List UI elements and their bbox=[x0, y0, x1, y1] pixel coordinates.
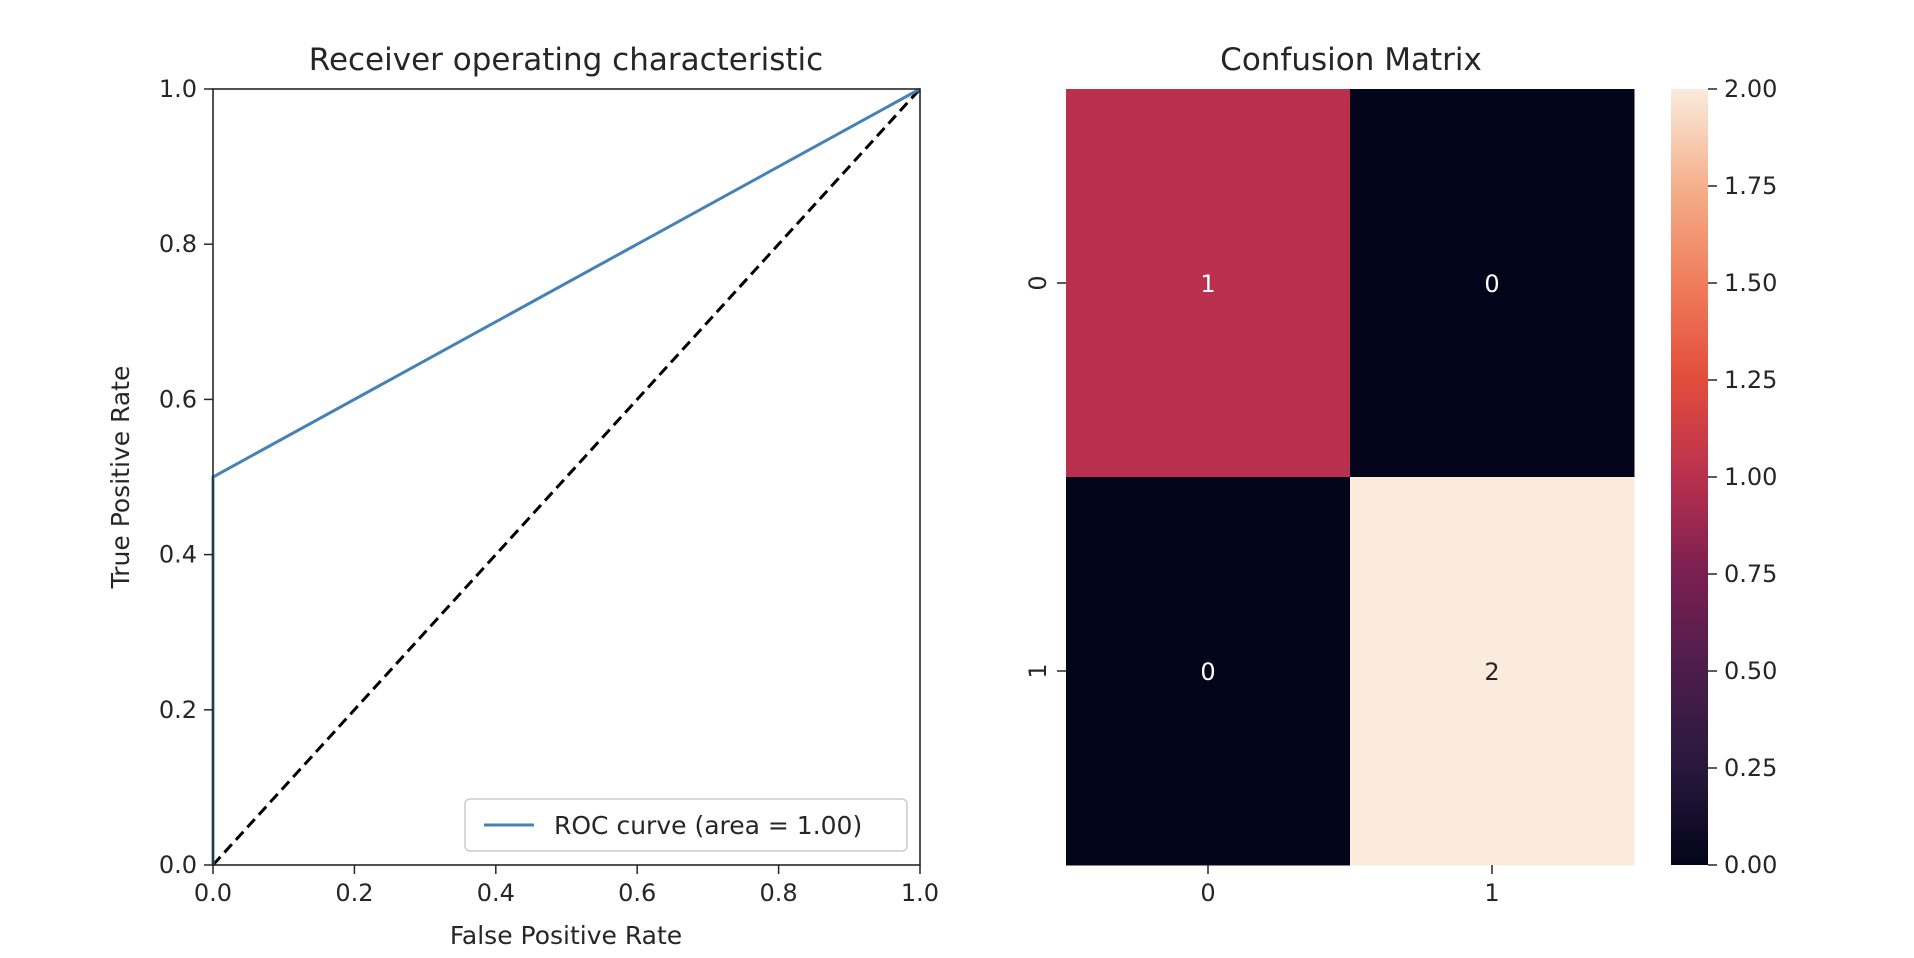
matrix-cell bbox=[1066, 89, 1351, 478]
colorbar-tick-label: 1.50 bbox=[1724, 269, 1777, 297]
x-tick-label: 1 bbox=[1484, 879, 1499, 907]
matrix-cell bbox=[1350, 89, 1635, 478]
x-tick-label: 0 bbox=[1200, 879, 1215, 907]
roc-x-ticks: 0.0 0.2 0.4 0.6 0.8 1.0 bbox=[194, 865, 939, 907]
colorbar-tick-label: 1.00 bbox=[1724, 463, 1777, 491]
y-tick-label: 0.6 bbox=[159, 385, 197, 413]
y-tick-label: 0.4 bbox=[159, 541, 197, 569]
confusion-matrix-title: Confusion Matrix bbox=[1220, 42, 1482, 78]
colorbar-tick-label: 1.75 bbox=[1724, 172, 1777, 200]
roc-frame bbox=[212, 88, 921, 866]
x-tick-label: 0.8 bbox=[760, 879, 798, 907]
y-tick-label: 0.2 bbox=[159, 696, 197, 724]
colorbar-tick-label: 0.75 bbox=[1724, 560, 1777, 588]
x-tick-label: 0.6 bbox=[618, 879, 656, 907]
colorbar: 0.00 0.25 0.50 0.75 1.00 1.25 1.50 1.75 2.00 bbox=[1671, 75, 1777, 879]
colorbar-gradient bbox=[1671, 89, 1708, 865]
y-tick-label: 0.0 bbox=[159, 851, 197, 879]
matrix-cell bbox=[1350, 477, 1635, 866]
confusion-matrix-ticks: 0 1 0 1 bbox=[1024, 275, 1500, 907]
confusion-matrix-chart: Confusion Matrix 1 00 2 0 101 0.000.250.500… bbox=[1024, 42, 1777, 907]
colorbar-ticks: 0.00 0.25 0.50 0.75 1.00 1.25 1.50 1.75 2.00 bbox=[1708, 75, 1777, 879]
colorbar-tick-label: 0.25 bbox=[1724, 754, 1777, 782]
confusion-matrix-cells: 1 0 0 2 bbox=[1066, 89, 1635, 866]
y-tick-label: 1 bbox=[1024, 663, 1052, 678]
y-tick-label: 1.0 bbox=[159, 75, 197, 103]
roc-legend: ROC curve (area = 1.00) bbox=[464, 798, 908, 852]
roc-x-axis-label: False Positive Rate bbox=[450, 921, 682, 950]
matrix-cell bbox=[1066, 477, 1351, 866]
legend-label: ROC curve (area = 1.00) bbox=[554, 811, 862, 840]
colorbar-tick-label: 1.25 bbox=[1724, 366, 1777, 394]
colorbar-tick-label: 0.00 bbox=[1724, 851, 1777, 879]
x-tick-label: 1.0 bbox=[901, 879, 939, 907]
x-tick-label: 0.4 bbox=[477, 879, 515, 907]
matrix-cell-value: 1 bbox=[1200, 270, 1215, 298]
roc-y-axis-label: True Positive Rate bbox=[106, 366, 135, 590]
colorbar-tick-label: 0.50 bbox=[1724, 657, 1777, 685]
y-tick-label: 0.8 bbox=[159, 230, 197, 258]
matrix-cell-value: 2 bbox=[1484, 658, 1499, 686]
roc-y-ticks: 0.0 0.2 0.4 0.6 0.8 1.0 bbox=[159, 75, 213, 879]
legend-box bbox=[464, 798, 908, 852]
y-tick-label: 0 bbox=[1024, 275, 1052, 290]
colorbar-tick-label: 2.00 bbox=[1724, 75, 1777, 103]
chance-diagonal-line bbox=[211, 87, 922, 867]
x-tick-label: 0.2 bbox=[335, 879, 373, 907]
roc-title: Receiver operating characteristic bbox=[309, 42, 823, 78]
x-tick-label: 0.0 bbox=[194, 879, 232, 907]
matrix-cell-value: 0 bbox=[1484, 270, 1499, 298]
matrix-cell-value: 0 bbox=[1200, 658, 1215, 686]
roc-chart: Receiver operating characteristic 0.0 0.2… bbox=[106, 42, 939, 950]
